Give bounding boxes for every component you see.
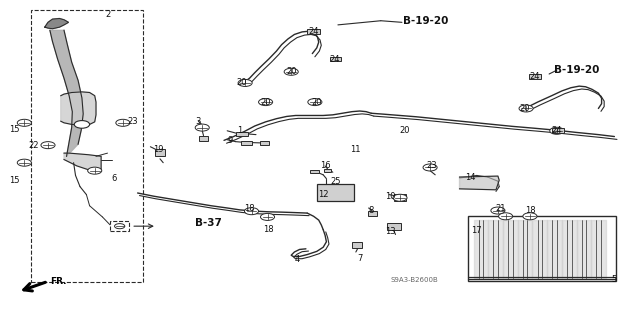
Text: 9: 9 (228, 136, 233, 145)
Bar (236, 132, 248, 136)
Bar (199, 136, 208, 141)
Text: 10: 10 (385, 192, 396, 201)
Bar (155, 149, 165, 156)
Circle shape (423, 164, 437, 171)
Circle shape (499, 213, 513, 220)
Text: 24: 24 (308, 27, 319, 36)
Text: 24: 24 (530, 72, 540, 81)
Text: 20: 20 (312, 98, 322, 107)
Text: 8: 8 (369, 206, 374, 215)
Text: 20: 20 (399, 126, 410, 135)
Circle shape (308, 99, 322, 106)
Text: 1: 1 (237, 126, 243, 135)
Circle shape (523, 213, 537, 220)
Text: 20: 20 (520, 104, 530, 113)
Text: 19: 19 (154, 145, 164, 154)
Polygon shape (64, 153, 101, 172)
Bar (368, 211, 377, 216)
Text: 5: 5 (612, 275, 617, 284)
Circle shape (74, 121, 90, 128)
Circle shape (41, 142, 55, 149)
Text: S9A3-B2600B: S9A3-B2600B (391, 277, 438, 283)
Text: 11: 11 (350, 145, 360, 154)
Text: 24: 24 (552, 126, 562, 135)
Polygon shape (45, 19, 68, 29)
Circle shape (115, 224, 125, 229)
Text: 14: 14 (465, 173, 476, 182)
Text: 13: 13 (385, 227, 396, 236)
Text: 22: 22 (28, 141, 38, 150)
Text: 20: 20 (286, 67, 296, 76)
Circle shape (17, 159, 31, 166)
Text: B-37: B-37 (195, 218, 222, 228)
Polygon shape (61, 92, 96, 125)
Text: 23: 23 (427, 161, 437, 170)
Text: 18: 18 (264, 225, 274, 234)
Circle shape (88, 167, 102, 174)
Bar (241, 141, 252, 145)
Bar (110, 221, 129, 231)
Text: 3: 3 (196, 117, 201, 126)
Bar (352, 242, 362, 248)
Bar (387, 223, 401, 230)
Circle shape (17, 119, 31, 126)
Text: 17: 17 (472, 226, 482, 235)
Bar (330, 57, 341, 62)
Text: B-19-20: B-19-20 (554, 65, 600, 75)
Circle shape (491, 207, 505, 214)
Circle shape (550, 127, 564, 134)
Circle shape (259, 99, 273, 106)
Circle shape (238, 79, 252, 86)
Circle shape (260, 213, 275, 220)
Text: 18: 18 (244, 204, 255, 213)
Circle shape (244, 208, 259, 215)
Bar (317, 184, 354, 201)
Text: 2: 2 (105, 10, 110, 19)
Text: 23: 23 (128, 117, 138, 126)
Text: 6: 6 (111, 174, 116, 183)
Circle shape (195, 124, 209, 131)
Text: 20: 20 (237, 78, 247, 87)
Text: 24: 24 (330, 55, 340, 63)
Text: 4: 4 (295, 256, 300, 264)
Circle shape (116, 119, 130, 126)
Text: 20: 20 (260, 98, 271, 107)
Text: 7: 7 (358, 254, 363, 263)
Bar (529, 74, 541, 79)
Circle shape (519, 105, 533, 112)
Bar (468, 216, 616, 281)
Bar (31, 10, 143, 282)
Bar (307, 29, 320, 34)
Circle shape (284, 68, 298, 75)
Text: 12: 12 (318, 190, 328, 199)
Text: B-19-20: B-19-20 (403, 16, 449, 26)
Text: 15: 15 (9, 176, 19, 185)
Text: 21: 21 (496, 204, 506, 213)
Circle shape (393, 194, 407, 201)
Polygon shape (50, 30, 83, 156)
Text: 25: 25 (330, 177, 340, 186)
Bar (394, 194, 406, 201)
Bar (552, 129, 564, 133)
Bar (260, 141, 269, 145)
Bar (310, 170, 319, 173)
Bar (324, 169, 331, 172)
Polygon shape (460, 176, 499, 190)
Text: 16: 16 (320, 161, 330, 170)
Text: 18: 18 (525, 206, 535, 215)
Text: 15: 15 (9, 125, 19, 134)
Text: FR.: FR. (50, 277, 67, 286)
